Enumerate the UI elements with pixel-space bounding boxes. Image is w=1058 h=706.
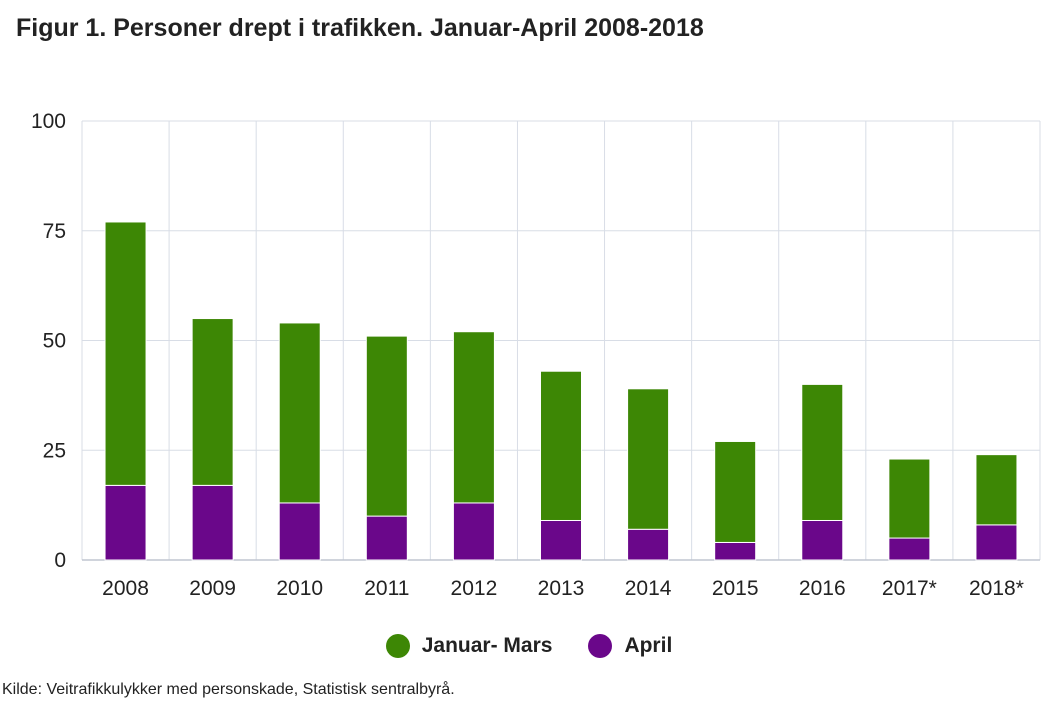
bar-april-2015[interactable] xyxy=(714,541,757,561)
bar-april-2016[interactable] xyxy=(801,519,844,561)
legend-label: Januar- Mars xyxy=(421,634,553,657)
x-tick-label: 2012 xyxy=(451,577,498,600)
bar-april-2012[interactable] xyxy=(452,502,495,561)
bar-april-2017[interactable] xyxy=(888,537,931,561)
x-tick-label: 2013 xyxy=(538,577,585,600)
bar-januar-mars-2012[interactable] xyxy=(452,331,495,504)
x-tick-label: 2010 xyxy=(276,577,323,600)
chart-title: Figur 1. Personer drept i trafikken. Jan… xyxy=(16,14,704,42)
bar-januar-mars-2011[interactable] xyxy=(365,335,408,517)
bar-januar-mars-2010[interactable] xyxy=(278,322,321,504)
legend-swatch-april xyxy=(588,634,613,658)
x-tick-label: 2011 xyxy=(364,577,409,600)
y-tick-label: 75 xyxy=(43,220,66,243)
x-tick-label: 2017* xyxy=(882,577,937,600)
y-axis-ticks: 0 25 50 75 100 xyxy=(31,110,66,572)
legend-item-april[interactable]: April xyxy=(588,634,672,658)
x-tick-label: 2014 xyxy=(625,577,672,600)
bar-januar-mars-2013[interactable] xyxy=(540,370,582,521)
y-tick-label: 50 xyxy=(43,330,66,353)
bar-januar-mars-2008[interactable] xyxy=(104,221,147,486)
bar-januar-mars-2009[interactable] xyxy=(191,318,234,486)
bar-april-2008[interactable] xyxy=(104,484,147,561)
legend: Januar- Mars April xyxy=(0,631,1058,661)
x-tick-label: 2016 xyxy=(799,577,846,600)
bar-april-2018[interactable] xyxy=(975,524,1018,561)
x-tick-label: 2018* xyxy=(969,577,1024,600)
source-note: Kilde: Veitrafikkulykker med personskade… xyxy=(2,681,455,698)
bars xyxy=(104,221,1018,561)
legend-swatch-januar-mars xyxy=(385,634,410,658)
x-tick-label: 2008 xyxy=(102,577,149,600)
x-tick-label: 2009 xyxy=(189,577,236,600)
bar-januar-mars-2018[interactable] xyxy=(975,454,1018,526)
legend-label: April xyxy=(624,634,673,657)
bar-april-2011[interactable] xyxy=(365,515,408,561)
bar-april-2010[interactable] xyxy=(278,502,321,561)
y-tick-label: 0 xyxy=(54,549,66,572)
bar-april-2009[interactable] xyxy=(191,484,234,561)
bar-april-2013[interactable] xyxy=(540,519,582,561)
y-tick-label: 25 xyxy=(43,439,66,462)
bar-januar-mars-2017[interactable] xyxy=(888,458,931,539)
x-axis-ticks: 2008 2009 2010 2011 2012 2013 2014 2015 2016 2017… xyxy=(102,577,1024,600)
y-tick-label: 100 xyxy=(31,110,66,133)
grid-lines xyxy=(81,120,1041,561)
legend-item-januar-mars[interactable]: Januar- Mars xyxy=(385,634,553,658)
bar-april-2014[interactable] xyxy=(627,528,670,561)
bar-januar-mars-2015[interactable] xyxy=(714,440,757,543)
bar-januar-mars-2014[interactable] xyxy=(627,388,670,530)
bar-januar-mars-2016[interactable] xyxy=(801,383,844,521)
x-tick-label: 2015 xyxy=(712,577,759,600)
